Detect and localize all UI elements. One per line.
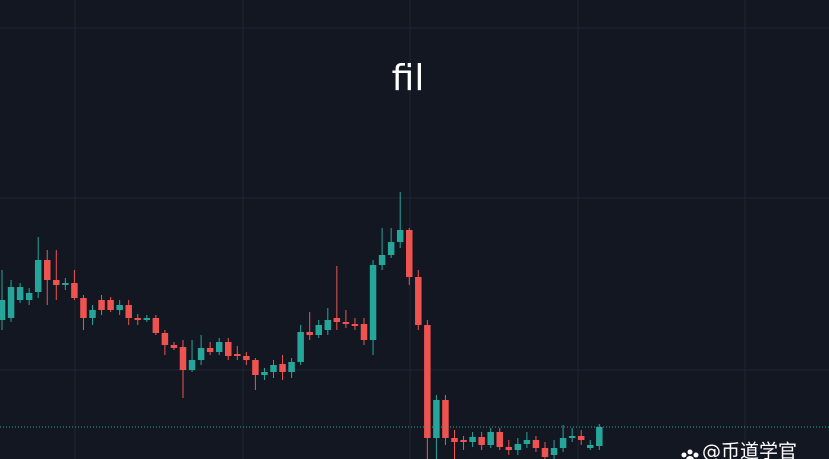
candle-body	[234, 354, 241, 356]
candle-body	[34, 260, 42, 292]
candle-body	[577, 436, 585, 440]
candle-body	[279, 364, 286, 372]
candle-body	[44, 260, 51, 280]
candle-body	[270, 365, 277, 372]
candle-body	[451, 438, 458, 442]
candle-body	[351, 324, 359, 326]
candle-body	[107, 300, 114, 310]
candle-body	[369, 265, 377, 340]
candle-body	[80, 298, 87, 318]
candle-body	[306, 332, 313, 335]
candle-body	[315, 325, 322, 335]
candle-body	[333, 318, 341, 322]
candle-body	[53, 280, 60, 285]
candle-body	[541, 448, 549, 457]
candle-body	[62, 283, 69, 285]
candle-body	[342, 322, 350, 324]
candle-body	[197, 348, 205, 360]
candle-body	[243, 356, 250, 360]
candle-body	[496, 432, 503, 447]
candle-body	[16, 287, 24, 300]
candle-body	[396, 230, 404, 242]
candle-body	[514, 444, 522, 450]
candle-body	[170, 345, 178, 348]
candle-body	[206, 348, 214, 352]
candle-body	[478, 437, 485, 445]
candle-body	[71, 283, 78, 298]
candle-body	[505, 447, 513, 450]
candle-body	[406, 230, 413, 277]
candle-body	[288, 362, 295, 372]
candle-body	[225, 342, 232, 356]
candle-body	[460, 440, 467, 442]
candle-body	[532, 440, 540, 448]
candle-body	[487, 432, 494, 445]
candle-body	[25, 293, 33, 300]
candle-body	[360, 324, 368, 340]
watermark-icon	[681, 449, 699, 459]
candle-body	[152, 318, 160, 333]
candle-body	[568, 436, 576, 438]
candle-body	[98, 300, 105, 310]
candle-body	[161, 333, 169, 345]
candle-body	[134, 318, 141, 320]
candle-body	[0, 300, 6, 320]
candle-body	[261, 372, 268, 375]
candle-body	[387, 242, 395, 255]
candle-body	[469, 437, 476, 442]
candle-body	[125, 305, 132, 318]
candle-body	[252, 360, 259, 375]
candle-body	[89, 310, 96, 318]
candle-body	[116, 305, 123, 310]
candle-body	[188, 360, 196, 370]
candle-body	[7, 287, 15, 318]
watermark: @币道学官	[702, 441, 797, 459]
candle-body	[596, 427, 603, 446]
candle-body	[550, 448, 558, 455]
candle-body	[559, 438, 567, 448]
candle-body	[378, 255, 386, 265]
candle-body	[442, 400, 449, 438]
candle-body	[424, 325, 431, 438]
candle-body	[587, 445, 594, 448]
candles	[0, 192, 829, 459]
candle-body	[143, 318, 151, 320]
candle-body	[433, 400, 440, 438]
candle-body	[324, 320, 332, 330]
candle-body	[215, 342, 223, 352]
candle-body	[179, 347, 187, 370]
candle-body	[297, 332, 304, 362]
candle-body	[415, 277, 422, 325]
candle-body	[523, 440, 531, 444]
chart-title: fil	[392, 58, 425, 99]
